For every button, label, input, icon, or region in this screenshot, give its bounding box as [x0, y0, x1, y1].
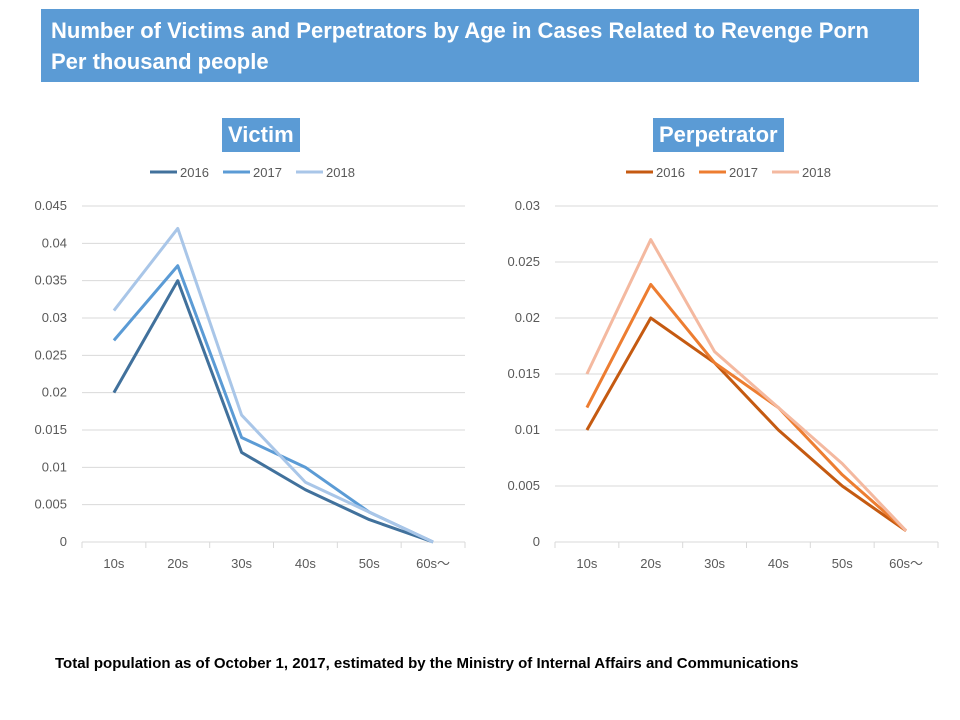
victim-y-tick-label: 0.005 [34, 497, 67, 512]
victim-legend-label-2017: 2017 [253, 165, 282, 180]
perpetrator-y-tick-label: 0.02 [515, 310, 540, 325]
victim-y-tick-label: 0.035 [34, 273, 67, 288]
header-banner: Number of Victims and Perpetrators by Ag… [41, 9, 919, 82]
perpetrator-y-tick-label: 0.03 [515, 198, 540, 213]
perpetrator-y-tick-label: 0 [533, 534, 540, 549]
victim-series-2018-line [112, 226, 434, 544]
perpetrator-y-tick-label: 0.005 [507, 478, 540, 493]
perpetrator-legend-label-2018: 2018 [802, 165, 831, 180]
victim-series-2016-line [112, 279, 434, 544]
perpetrator-legend-label-2017: 2017 [729, 165, 758, 180]
victim-chart-title: Victim [222, 118, 300, 152]
victim-y-tick-label: 0.01 [42, 459, 67, 474]
perpetrator-y-tick-label: 0.01 [515, 422, 540, 437]
victim-y-tick-label: 0.045 [34, 198, 67, 213]
header-subtitle: Per thousand people [51, 49, 269, 74]
footer-note: Total population as of October 1, 2017, … [55, 655, 799, 672]
victim-y-tick-label: 0.03 [42, 310, 67, 325]
perpetrator-y-tick-label: 0.015 [507, 366, 540, 381]
victim-x-tick-label: 40s [295, 556, 316, 571]
perpetrator-x-tick-label: 10s [576, 556, 597, 571]
perpetrator-series-2017-line [585, 282, 908, 532]
perpetrator-x-tick-label: 40s [768, 556, 789, 571]
victim-x-tick-label: 50s [359, 556, 380, 571]
victim-x-tick-label: 20s [167, 556, 188, 571]
perpetrator-x-tick-label: 60s～ [889, 556, 923, 571]
perpetrator-x-tick-label: 20s [640, 556, 661, 571]
victim-y-tick-label: 0.015 [34, 422, 67, 437]
perpetrator-y-tick-label: 0.025 [507, 254, 540, 269]
victim-x-tick-label: 60s～ [416, 556, 450, 571]
victim-y-tick-label: 0 [60, 534, 67, 549]
victim-y-tick-label: 0.025 [34, 347, 67, 362]
victim-x-tick-label: 30s [231, 556, 252, 571]
perpetrator-x-tick-label: 30s [704, 556, 725, 571]
perpetrator-x-tick-label: 50s [832, 556, 853, 571]
header-title: Number of Victims and Perpetrators by Ag… [51, 18, 869, 43]
perpetrator-chart-title: Perpetrator [653, 118, 784, 152]
perpetrator-legend-label-2016: 2016 [656, 165, 685, 180]
victim-y-tick-label: 0.04 [42, 235, 67, 250]
perpetrator-series-2016-line [585, 316, 907, 533]
victim-legend-label-2018: 2018 [326, 165, 355, 180]
victim-y-tick-label: 0.02 [42, 385, 67, 400]
perpetrator-series-2018-line [585, 238, 908, 532]
victim-legend-label-2016: 2016 [180, 165, 209, 180]
victim-x-tick-label: 10s [103, 556, 124, 571]
